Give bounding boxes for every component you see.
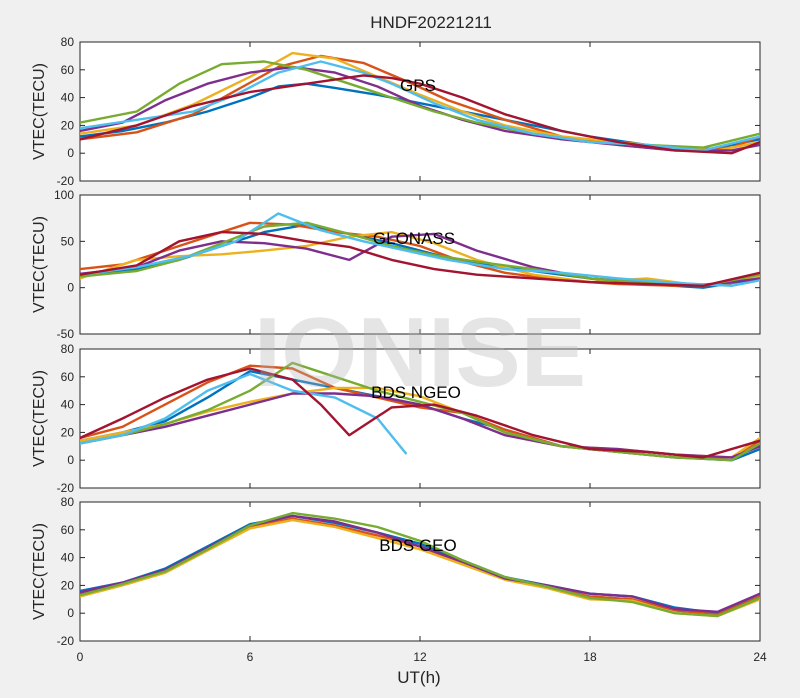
series-group (80, 361, 760, 462)
y-tick-label: 0 (67, 281, 74, 295)
y-tick-label: 80 (61, 342, 75, 356)
x-axis-label: UT(h) (397, 668, 440, 687)
panel-label: BDS GEO (379, 536, 456, 555)
y-tick-label: 20 (61, 425, 75, 439)
y-tick-label: 40 (61, 551, 75, 565)
series-group (80, 212, 760, 289)
x-tick-label: 12 (413, 650, 427, 664)
series-group (80, 51, 760, 155)
series-line-7 (80, 74, 760, 155)
panel-1: -20 0 20 40 60 80 GPS VTEC(TECU) (31, 35, 761, 188)
series-line-4 (80, 514, 760, 613)
y-tick-label: 20 (61, 578, 75, 592)
series-line-4 (80, 65, 760, 152)
series-line-5 (80, 361, 760, 462)
y-tick-label: -20 (57, 634, 75, 648)
panels: -20020406080GPSVTEC(TECU)-50050100GLONAS… (31, 35, 767, 664)
series-group (80, 511, 760, 618)
series-line-6 (80, 212, 760, 287)
panel-label: BDS NGEO (371, 383, 461, 402)
y-tick-label: 0 (67, 606, 74, 620)
y-tick-label: 80 (61, 35, 75, 49)
x-tick-label: 18 (583, 650, 597, 664)
x-tick-label: 24 (753, 650, 767, 664)
y-tick-label: 60 (61, 370, 75, 384)
panel-2: -50 0 50 100 GLONASS VTEC(TECU) (31, 188, 761, 341)
y-tick-label: 50 (61, 234, 75, 248)
y-tick-label: 80 (61, 495, 75, 509)
y-axis-label: VTEC(TECU) (31, 523, 48, 620)
y-tick-label: -50 (57, 327, 75, 341)
y-tick-label: 0 (67, 146, 74, 160)
y-tick-label: 40 (61, 398, 75, 412)
series-line-7 (80, 367, 760, 459)
y-tick-label: 60 (61, 63, 75, 77)
x-tick-label: 0 (77, 650, 84, 664)
series-line-5 (80, 511, 760, 618)
y-tick-label: 60 (61, 523, 75, 537)
panel-3: -20 0 20 40 60 80 BDS NGEO VTEC(TECU) (31, 342, 761, 495)
plot-area (79, 41, 761, 182)
y-tick-label: 40 (61, 91, 75, 105)
watermark: IONISE (254, 297, 586, 407)
x-tick-label: 6 (247, 650, 254, 664)
plot-area (79, 501, 761, 642)
figure-title: HNDF20221211 (370, 13, 492, 32)
y-tick-label: -20 (57, 174, 75, 188)
panel-label: GLONASS (373, 229, 455, 248)
series-line-6 (80, 372, 407, 455)
y-tick-label: 20 (61, 118, 75, 132)
y-axis-label: VTEC(TECU) (31, 63, 48, 160)
plot-area (79, 194, 761, 335)
y-tick-label: 100 (54, 188, 74, 202)
y-tick-label: -20 (57, 481, 75, 495)
y-axis-label: VTEC(TECU) (31, 216, 48, 313)
y-axis-label: VTEC(TECU) (31, 370, 48, 467)
panel-label: GPS (400, 76, 436, 95)
series-line-7 (80, 230, 760, 287)
y-tick-label: 0 (67, 453, 74, 467)
